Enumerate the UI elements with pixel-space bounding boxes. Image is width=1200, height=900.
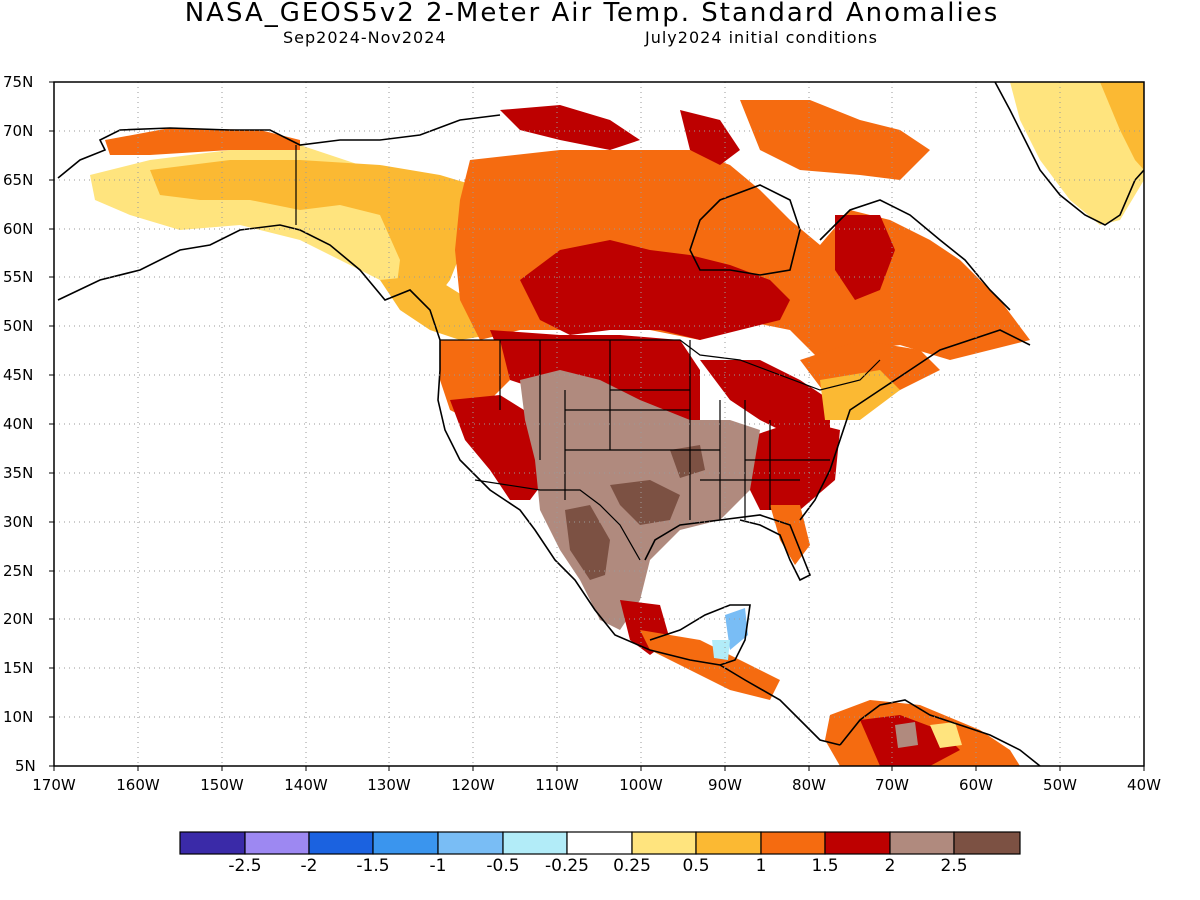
lat-label: 25N	[3, 562, 34, 580]
forecast-period: Sep2024-Nov2024	[283, 28, 447, 47]
map-title: NASA_GEOS5v2 2-Meter Air Temp. Standard …	[184, 0, 1000, 28]
colorbar-label: 0.25	[613, 856, 651, 876]
lon-label: 140W	[284, 776, 328, 794]
anomaly-region-new-england-light	[820, 370, 900, 420]
lon-label: 40W	[1127, 776, 1161, 794]
colorbar	[179, 831, 1021, 855]
anomaly-region-ozarks-brown-dark	[670, 445, 705, 478]
lon-label: 60W	[959, 776, 993, 794]
colorbar-label: -0.5	[486, 856, 520, 876]
lon-label: 110W	[535, 776, 579, 794]
colorbar-swatch	[760, 831, 826, 855]
colorbar-label: -2.5	[228, 856, 262, 876]
border-us-canada	[440, 339, 881, 391]
lat-label: 45N	[3, 366, 34, 384]
lon-label: 80W	[792, 776, 826, 794]
colorbar-label: -1.5	[356, 856, 390, 876]
lon-label: 50W	[1043, 776, 1077, 794]
anomaly-region-texas-brown-dark	[610, 480, 680, 525]
anomaly-region-brooks-orange	[105, 128, 300, 155]
anomaly-region-baffin-red	[680, 110, 740, 165]
lon-label: 120W	[451, 776, 495, 794]
lon-label: 150W	[200, 776, 244, 794]
lat-label: 35N	[3, 464, 34, 482]
anomaly-region-south-america-yellow	[930, 722, 962, 748]
colorbar-label: 1	[755, 856, 767, 876]
anomaly-region-arctic-red	[500, 105, 640, 150]
anomaly-region-south-america-brown	[895, 722, 918, 748]
colorbar-label: 1.5	[811, 856, 839, 876]
anomaly-region-greenland-light	[1010, 82, 1144, 225]
colorbar-label: -0.25	[545, 856, 589, 876]
lon-label: 160W	[116, 776, 160, 794]
lon-label: 170W	[32, 776, 76, 794]
lon-label: 70W	[875, 776, 909, 794]
coastline-south-america	[839, 699, 1041, 766]
coastline-labrador	[819, 199, 1011, 311]
colorbar-swatch	[566, 831, 633, 855]
anomaly-region-central-america-orange	[640, 630, 780, 700]
border-us-mexico	[474, 479, 641, 561]
colorbar-label: 2	[884, 856, 896, 876]
coastline-yucatan	[649, 604, 751, 666]
lat-label: 50N	[3, 317, 34, 335]
colorbar-swatch	[953, 831, 1021, 855]
anomaly-region-yucatan-cool	[725, 608, 748, 650]
colorbar-swatch	[244, 831, 310, 855]
lat-label: 30N	[3, 513, 34, 531]
lat-label: 55N	[3, 268, 34, 286]
lon-label: 100W	[619, 776, 663, 794]
colorbar-swatch	[372, 831, 439, 855]
lat-label: 15N	[3, 659, 34, 677]
colorbar-swatch	[824, 831, 891, 855]
lat-label: 75N	[3, 73, 34, 91]
lat-label: 40N	[3, 415, 34, 433]
colorbar-swatch	[889, 831, 955, 855]
axis-ticks	[49, 81, 1145, 771]
anomaly-region-mexico-brown-dark	[565, 505, 610, 580]
anomaly-region-southeast-red	[740, 420, 840, 510]
initial-conditions: July2024 initial conditions	[645, 28, 878, 47]
colorbar-swatch	[179, 831, 246, 855]
anomaly-region-great-lakes-red	[700, 360, 830, 440]
coastline-east	[799, 329, 1031, 521]
lon-label: 90W	[708, 776, 742, 794]
anomaly-region-southwest-red	[450, 395, 545, 500]
coastline-greenland	[994, 82, 1144, 226]
lon-label: 130W	[367, 776, 411, 794]
colorbar-swatch	[631, 831, 697, 855]
lat-label: 65N	[3, 171, 34, 189]
anomaly-field	[54, 82, 1144, 766]
colorbar-label: -1	[429, 856, 447, 876]
lat-label: 5N	[15, 757, 36, 775]
colorbar-label: 0.5	[682, 856, 710, 876]
anomaly-region-quebec-red	[835, 215, 895, 300]
colorbar-swatch	[308, 831, 374, 855]
coastline-hudson-bay	[689, 184, 801, 276]
lat-label: 20N	[3, 610, 34, 628]
colorbar-swatch	[437, 831, 504, 855]
colorbar-label: 2.5	[940, 856, 968, 876]
anomaly-region-arctic-islands-orange	[740, 100, 930, 180]
anomaly-region-greenland-orange	[1100, 82, 1144, 170]
coastline-gulf-of-mexico	[644, 514, 812, 582]
colorbar-swatch	[502, 831, 568, 855]
anomaly-region-hudson-red	[520, 240, 790, 340]
graticule	[54, 82, 1144, 766]
coastlines	[57, 82, 1144, 766]
lat-label: 70N	[3, 122, 34, 140]
colorbar-label: -2	[300, 856, 318, 876]
lat-label: 10N	[3, 708, 34, 726]
lat-label: 60N	[3, 220, 34, 238]
colorbar-swatch	[695, 831, 762, 855]
coastline-alaska-west	[57, 114, 501, 179]
anomaly-region-yucatan-cool-light	[712, 640, 730, 660]
coastline-north-america	[57, 224, 841, 746]
